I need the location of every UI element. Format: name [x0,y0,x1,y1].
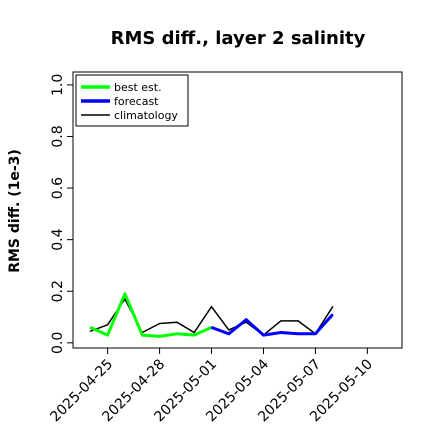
y-tick-label: 0.6 [50,177,66,199]
data-point [245,321,247,323]
y-axis: 0.0 0.2 0.4 0.6 0.8 1.0 [50,74,73,354]
data-point [89,330,91,332]
plot-area [72,71,403,349]
data-point [89,326,91,328]
y-tick-label: 0.8 [50,125,66,147]
legend-label: forecast [114,95,159,108]
data-point [262,334,265,336]
y-tick-label: 1.0 [50,74,66,96]
data-point [228,333,230,335]
data-point [176,333,178,335]
data-point [159,335,161,337]
chart-title: RMS diff., layer 2 salinity [111,28,366,49]
y-axis-label: RMS diff. (1e-3) [7,149,23,273]
data-point [193,331,195,334]
data-point [332,313,334,316]
data-point [280,331,282,334]
x-axis: 2025-04-252025-04-282025-05-012025-05-04… [47,348,376,425]
series-line-0 [89,292,213,338]
y-tick-label: 0.0 [50,332,66,354]
data-point [314,333,316,335]
data-point [332,306,334,308]
data-point [297,333,299,335]
series-layer [89,292,334,338]
data-point [107,334,109,336]
y-tick-label: 0.4 [50,228,66,250]
data-point [141,334,143,336]
data-point [193,334,195,336]
data-point [210,326,213,328]
series-line-1 [210,313,334,337]
data-point [280,320,282,322]
data-point [228,329,230,331]
data-point [159,322,161,325]
data-point [124,293,126,295]
data-point [176,321,178,323]
y-tick-label: 0.2 [50,280,66,302]
legend-label: best est. [114,81,162,94]
data-point [107,324,109,326]
data-point [297,320,299,322]
data-point [245,319,247,321]
series-line-2 [90,298,334,336]
data-point [124,298,126,300]
legend-label: climatology [114,109,178,122]
data-point [210,306,213,308]
